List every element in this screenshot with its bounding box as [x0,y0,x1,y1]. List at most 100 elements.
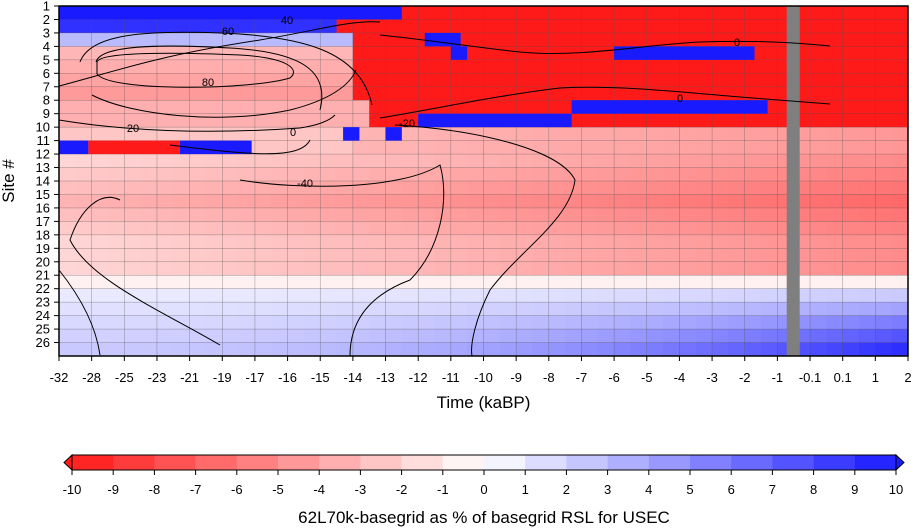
heat-cell [385,261,403,276]
heat-cell [728,207,746,222]
y-tick-label: 14 [36,174,50,189]
heat-cell [254,100,272,115]
heat-cell [59,19,76,34]
saturated-cell [450,46,468,60]
heat-cell [842,315,860,330]
heat-cell [369,167,387,182]
heat-cell [499,234,517,249]
heat-cell [271,32,289,47]
heat-cell [59,154,76,169]
heat-cell [891,261,909,276]
heat-cell [59,46,76,61]
heat-cell [467,86,484,101]
x-tick-label: -32 [50,370,69,385]
colorbar-segment [813,455,856,470]
contour-label: 0 [734,37,740,49]
heat-cell [891,46,909,61]
heat-cell [238,113,256,128]
heat-cell [859,46,876,61]
heat-cell [238,19,256,34]
heat-cell [205,248,223,263]
heat-cell [891,342,909,357]
heat-cell [434,288,452,303]
heat-cell [467,275,484,290]
heat-cell [761,302,778,317]
heat-cell [712,275,729,290]
heat-cell [597,6,615,20]
heat-cell [205,181,223,195]
heat-cell [140,207,158,222]
heat-cell [581,181,599,195]
heat-cell [516,234,533,249]
heat-cell [369,221,387,236]
heat-cell [728,127,746,142]
heat-cell [581,86,599,101]
heat-cell [75,248,93,263]
contour-line [79,31,373,106]
heat-cell [352,261,370,276]
heat-cell [483,140,501,155]
colorbar-segment [731,455,773,470]
heat-cell [875,46,893,61]
heat-cell [385,19,403,34]
heat-cell [418,302,436,317]
colorbar-segment [319,455,361,470]
colorbar-segment [236,455,279,470]
heat-cell [516,154,533,169]
heat-cell [565,127,582,142]
heat-cell [614,181,631,195]
heat-cell [532,100,550,115]
heat-cell [320,127,338,142]
heat-cell [450,73,468,88]
heat-cell [630,329,648,344]
heat-cell [336,342,354,357]
heat-cell [59,127,76,142]
heat-cell [810,73,827,88]
heat-cell [630,140,648,155]
heat-cell [859,288,876,303]
heat-cell [59,329,76,344]
heat-cell [173,73,191,88]
heat-cell [891,248,909,263]
heat-cell [418,329,436,344]
heat-cell [891,73,909,88]
y-tick-label: 6 [43,66,50,81]
heat-cell [646,302,664,317]
heat-cell [401,113,419,128]
heat-cell [450,59,468,74]
heat-cell [646,127,664,142]
heat-cell [548,194,566,209]
heat-cell [695,113,713,128]
heat-cell [581,342,599,357]
heat-cell [712,181,729,195]
heat-cell [728,329,746,344]
colorbar-title: 62L70k-basegrid as % of basegrid RSL for… [298,508,670,527]
heat-cell [450,19,468,34]
colorbar-tick-label: -5 [272,482,284,497]
colorbar-low-arrow [63,453,73,472]
heat-cell [401,140,419,155]
heat-cell [728,86,746,101]
heat-cell [597,315,615,330]
heat-cell [842,32,860,47]
heat-cell [630,207,648,222]
heat-cell [254,248,272,263]
heat-cell [189,329,207,344]
heat-cell [695,329,713,344]
heat-cell [483,181,501,195]
heat-cell [663,167,680,182]
heat-cell [107,315,125,330]
heat-cell [581,275,599,290]
heat-cell [173,181,191,195]
heat-cell [875,342,893,357]
heat-cell [810,288,827,303]
heat-cell [91,234,109,249]
heat-cell [140,342,158,357]
x-tick-labels: -32 -28 -25 -23 -21 -19 -17 -16 -15 -14 -13 -12 -11-… [50,356,912,385]
heat-cell [140,167,158,182]
heat-cell [565,6,582,20]
contour-line [58,269,101,356]
heat-cell [450,6,468,20]
heat-cell [75,86,93,101]
heat-cell [369,32,387,47]
